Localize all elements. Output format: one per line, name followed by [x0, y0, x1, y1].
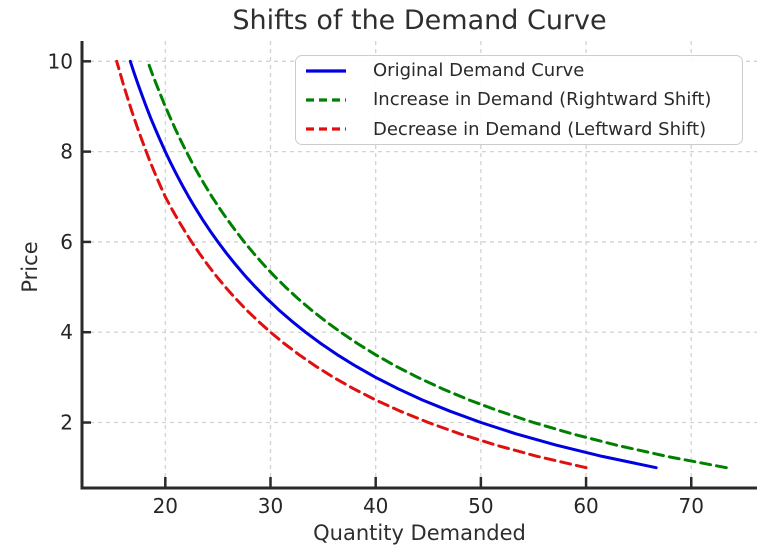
legend-label: Original Demand Curve [373, 60, 585, 82]
legend-line-sample [306, 98, 346, 102]
x-tick-label: 40 [363, 494, 388, 518]
x-tick-label: 60 [573, 494, 598, 518]
legend-line-sample [306, 69, 346, 73]
y-tick-label: 10 [48, 49, 73, 73]
legend-label: Increase in Demand (Rightward Shift) [373, 89, 712, 111]
x-tick-label: 20 [153, 494, 178, 518]
legend-item: Original Demand Curve [296, 56, 742, 85]
y-tick-label: 4 [60, 320, 73, 344]
series-line-0 [128, 59, 658, 470]
chart-title: Shifts of the Demand Curve [232, 5, 607, 36]
legend-line-sample [306, 127, 346, 131]
x-tick-label: 50 [468, 494, 493, 518]
legend-label: Decrease in Demand (Leftward Shift) [373, 118, 707, 140]
legend-item: Increase in Demand (Rightward Shift) [296, 85, 742, 114]
y-axis-label: Price [18, 241, 42, 293]
series-line-1 [146, 59, 728, 470]
y-tick-label: 2 [60, 411, 73, 435]
x-tick-label: 30 [258, 494, 283, 518]
series-line-2 [115, 59, 588, 470]
legend: Original Demand Curve Increase in Demand … [295, 55, 743, 145]
x-axis-label: Quantity Demanded [313, 521, 526, 545]
y-tick-label: 8 [60, 140, 73, 164]
x-tick-label: 70 [679, 494, 704, 518]
y-tick-label: 6 [60, 230, 73, 254]
legend-item: Decrease in Demand (Leftward Shift) [296, 115, 742, 144]
